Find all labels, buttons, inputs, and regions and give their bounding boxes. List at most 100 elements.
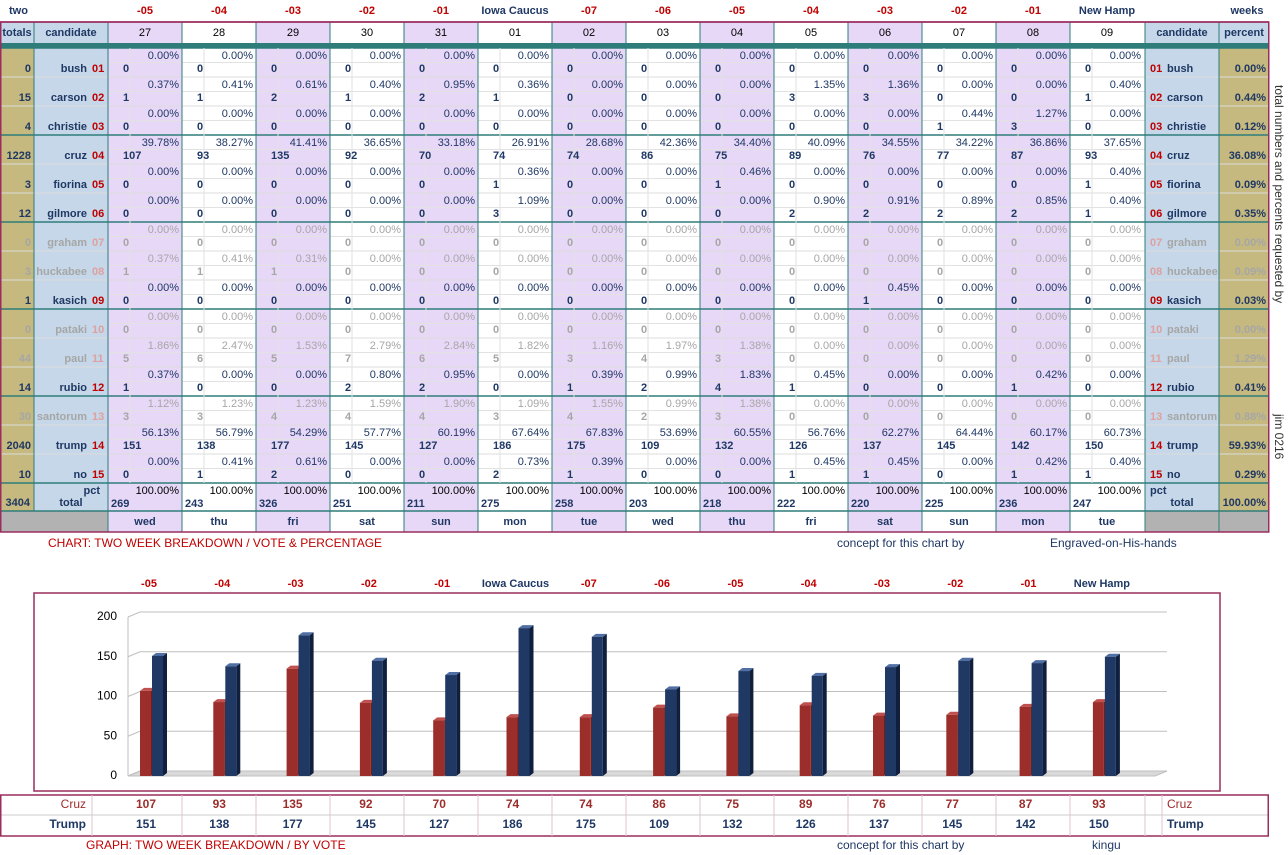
day-vote: 3 <box>863 92 869 104</box>
day-vote: 1 <box>1085 208 1091 220</box>
cruz-bar <box>1092 702 1104 776</box>
day-percent: 0.39% <box>592 369 623 381</box>
day-column <box>922 22 996 532</box>
cruz-bar <box>140 690 151 776</box>
trump-bar-top <box>152 652 167 656</box>
day-vote: 2 <box>641 382 647 394</box>
countdown-label: -02 <box>359 5 375 17</box>
candidate-name-right: fiorina <box>1167 179 1201 191</box>
day-total-vote: 211 <box>407 498 425 510</box>
day-header: 01 <box>509 27 521 39</box>
day-vote: 0 <box>271 63 277 75</box>
day-column <box>996 22 1070 532</box>
day-percent: 0.85% <box>1036 195 1067 207</box>
day-total-vote: 326 <box>259 498 277 510</box>
day-percent: 0.00% <box>518 224 549 236</box>
day-percent: 0.00% <box>666 166 697 178</box>
header-candidate-right-bg <box>1145 22 1219 43</box>
trump-bar-top <box>958 657 974 661</box>
day-percent: 0.00% <box>148 50 179 62</box>
day-percent: 37.65% <box>1104 137 1142 149</box>
weekday-label: fri <box>288 516 299 528</box>
cruz-bar <box>506 717 518 776</box>
trump-bar-top <box>591 633 607 637</box>
day-percent: 60.73% <box>1104 427 1142 439</box>
day-percent: 0.00% <box>1036 282 1067 294</box>
day-vote: 0 <box>1085 121 1091 133</box>
day-vote: 1 <box>123 382 129 394</box>
candidate-number: 15 <box>92 469 104 481</box>
weekday-label: mon <box>503 516 527 528</box>
graph-concept-label: concept for this chart by <box>837 838 964 852</box>
day-percent: 0.00% <box>444 50 475 62</box>
day-percent: 60.19% <box>438 427 476 439</box>
day-vote: 0 <box>715 469 721 481</box>
candidate-total: 44 <box>19 353 32 365</box>
day-percent: 0.00% <box>444 195 475 207</box>
trump-data-label: 132 <box>722 817 742 831</box>
day-vote: 0 <box>493 63 499 75</box>
day-vote: 0 <box>789 121 795 133</box>
day-percent: 0.00% <box>296 166 327 178</box>
day-vote: 0 <box>1085 411 1091 423</box>
day-vote: 1 <box>715 179 721 191</box>
day-vote: 0 <box>567 237 573 249</box>
day-percent: 0.99% <box>666 398 697 410</box>
day-percent: 0.00% <box>814 108 845 120</box>
candidate-number-right: 10 <box>1150 324 1162 336</box>
day-percent: 0.00% <box>814 224 845 236</box>
graph-category-label: -06 <box>654 578 670 590</box>
trump-bar <box>152 655 163 776</box>
graph-category-label: -03 <box>288 578 304 590</box>
trump-bar-side <box>163 652 167 776</box>
day-percent: 0.80% <box>370 369 401 381</box>
day-percent: 0.00% <box>666 253 697 265</box>
day-percent: 1.09% <box>518 195 549 207</box>
day-percent: 0.00% <box>962 369 993 381</box>
cruz-bar-top <box>1019 703 1035 707</box>
day-percent: 0.00% <box>666 195 697 207</box>
day-percent: 0.00% <box>296 195 327 207</box>
day-percent: 0.00% <box>148 456 179 468</box>
day-percent: 0.95% <box>444 369 475 381</box>
trump-bar-top <box>518 625 534 629</box>
day-percent: 0.00% <box>148 282 179 294</box>
candidate-percent: 0.09% <box>1235 266 1266 278</box>
day-percent: 0.99% <box>666 369 697 381</box>
candidate-number: 08 <box>92 266 104 278</box>
day-vote: 0 <box>1011 353 1017 365</box>
day-total-percent: 100.00% <box>802 485 846 497</box>
day-vote: 0 <box>345 469 351 481</box>
day-vote: 0 <box>123 63 129 75</box>
cruz-bar-top <box>213 699 229 703</box>
day-percent: 0.40% <box>1110 456 1141 468</box>
candidate-total: 15 <box>19 92 31 104</box>
trump-bar-top <box>1104 653 1120 657</box>
day-percent: 1.23% <box>222 398 253 410</box>
trump-data-label: 177 <box>283 817 303 831</box>
candidate-name: gilmore <box>47 208 87 220</box>
day-percent: 0.00% <box>592 224 623 236</box>
day-percent: 0.00% <box>370 50 401 62</box>
day-percent: 0.00% <box>148 224 179 236</box>
day-percent: 0.41% <box>222 456 253 468</box>
footer-grey-right <box>1145 511 1269 532</box>
day-percent: 0.00% <box>222 195 253 207</box>
day-column <box>404 22 478 532</box>
day-vote: 151 <box>123 440 141 452</box>
day-vote: 0 <box>715 237 721 249</box>
day-percent: 0.00% <box>740 108 771 120</box>
day-percent: 34.40% <box>734 137 772 149</box>
day-percent: 0.00% <box>888 311 919 323</box>
graph-category-label: -02 <box>947 578 963 590</box>
day-vote: 3 <box>123 411 129 423</box>
day-vote: 1 <box>493 179 499 191</box>
weekday-label: tue <box>581 516 598 528</box>
day-percent: 60.55% <box>734 427 772 439</box>
candidate-total: 0 <box>25 63 31 75</box>
cruz-bar <box>579 717 591 776</box>
day-vote: 0 <box>937 266 943 278</box>
graph-category-label: New Hamp <box>1074 578 1131 590</box>
day-vote: 0 <box>1011 237 1017 249</box>
day-vote: 4 <box>567 411 574 423</box>
